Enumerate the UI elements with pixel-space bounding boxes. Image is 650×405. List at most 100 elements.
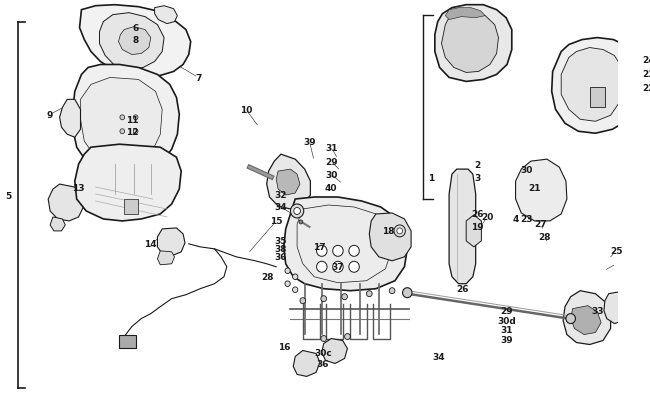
- Text: 7: 7: [195, 74, 202, 83]
- Text: 24: 24: [642, 56, 650, 65]
- Text: 33: 33: [591, 306, 604, 315]
- Text: 22: 22: [642, 84, 650, 93]
- Text: 36: 36: [317, 359, 330, 368]
- Circle shape: [292, 287, 298, 293]
- Text: 31: 31: [325, 143, 337, 152]
- Text: 9: 9: [47, 111, 53, 119]
- Polygon shape: [118, 28, 151, 55]
- Circle shape: [321, 296, 326, 302]
- Circle shape: [133, 130, 138, 134]
- Polygon shape: [75, 145, 181, 222]
- Text: 26: 26: [471, 210, 484, 219]
- Circle shape: [321, 336, 326, 342]
- Text: 6: 6: [133, 24, 138, 33]
- Text: 30d: 30d: [498, 316, 516, 325]
- Text: 35: 35: [275, 237, 287, 246]
- Text: 5: 5: [5, 191, 12, 200]
- Text: 23: 23: [642, 70, 650, 79]
- Text: 19: 19: [471, 223, 484, 232]
- Text: 28: 28: [261, 273, 274, 281]
- Polygon shape: [441, 13, 499, 73]
- Text: 28: 28: [538, 233, 551, 242]
- Circle shape: [389, 288, 395, 294]
- Circle shape: [285, 281, 291, 287]
- Polygon shape: [604, 292, 630, 324]
- Text: 17: 17: [313, 243, 325, 252]
- Polygon shape: [284, 198, 408, 291]
- Text: 29: 29: [500, 306, 514, 315]
- Polygon shape: [73, 65, 179, 174]
- Polygon shape: [563, 291, 610, 345]
- Circle shape: [120, 130, 125, 134]
- Text: 30: 30: [521, 166, 533, 175]
- Text: 34: 34: [433, 352, 445, 361]
- Text: 38: 38: [275, 245, 287, 254]
- Text: 15: 15: [270, 217, 283, 226]
- Circle shape: [333, 246, 343, 257]
- Text: 37: 37: [332, 262, 344, 272]
- Polygon shape: [157, 251, 175, 265]
- Text: 12: 12: [125, 128, 138, 136]
- Text: 39: 39: [500, 335, 514, 344]
- Text: 30: 30: [325, 170, 337, 179]
- Text: 31: 31: [500, 325, 514, 334]
- Text: 30c: 30c: [314, 348, 332, 357]
- Polygon shape: [435, 6, 512, 82]
- Polygon shape: [449, 170, 476, 284]
- Polygon shape: [155, 6, 177, 25]
- Circle shape: [397, 228, 402, 234]
- Polygon shape: [466, 215, 482, 247]
- Circle shape: [349, 262, 359, 273]
- Polygon shape: [99, 14, 164, 70]
- Polygon shape: [571, 306, 601, 335]
- Polygon shape: [515, 160, 567, 222]
- Polygon shape: [157, 228, 185, 256]
- Text: 34: 34: [275, 203, 287, 212]
- Text: 11: 11: [125, 115, 138, 124]
- Text: 20: 20: [481, 213, 493, 222]
- Polygon shape: [369, 213, 411, 261]
- Circle shape: [317, 246, 327, 257]
- Text: 40: 40: [325, 183, 337, 192]
- Circle shape: [133, 115, 138, 120]
- Text: 4: 4: [512, 215, 519, 224]
- Circle shape: [120, 115, 125, 120]
- Polygon shape: [81, 78, 162, 165]
- Polygon shape: [60, 100, 81, 138]
- Polygon shape: [120, 335, 136, 349]
- Circle shape: [635, 78, 643, 86]
- Circle shape: [299, 220, 303, 224]
- Text: 14: 14: [144, 240, 157, 249]
- Circle shape: [349, 246, 359, 257]
- Circle shape: [333, 262, 343, 273]
- Polygon shape: [266, 155, 311, 209]
- Circle shape: [294, 208, 300, 215]
- Circle shape: [291, 205, 304, 218]
- Polygon shape: [445, 9, 485, 21]
- Text: 36: 36: [275, 253, 287, 262]
- Text: 29: 29: [325, 157, 337, 166]
- Circle shape: [635, 68, 643, 76]
- Circle shape: [285, 268, 291, 274]
- Text: 2: 2: [474, 160, 481, 169]
- Circle shape: [635, 58, 643, 66]
- Polygon shape: [561, 49, 624, 122]
- Polygon shape: [48, 185, 83, 222]
- Text: 25: 25: [610, 247, 623, 256]
- Text: 13: 13: [72, 183, 85, 192]
- Circle shape: [566, 314, 575, 324]
- Text: 39: 39: [303, 137, 316, 146]
- Circle shape: [292, 274, 298, 280]
- Circle shape: [402, 288, 412, 298]
- Text: 27: 27: [534, 220, 547, 229]
- Polygon shape: [322, 339, 348, 364]
- Circle shape: [367, 291, 372, 297]
- Polygon shape: [124, 200, 138, 214]
- Text: 10: 10: [240, 106, 252, 115]
- Text: 23: 23: [521, 214, 533, 223]
- Text: 18: 18: [382, 227, 395, 236]
- Circle shape: [300, 298, 306, 304]
- Polygon shape: [50, 217, 65, 231]
- Text: 1: 1: [428, 173, 434, 182]
- Polygon shape: [276, 170, 300, 196]
